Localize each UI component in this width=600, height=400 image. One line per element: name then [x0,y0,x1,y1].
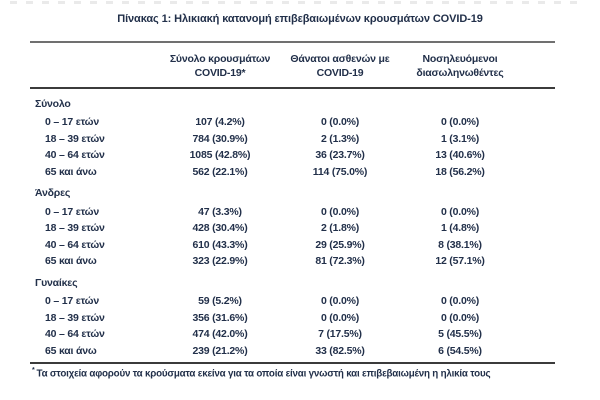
deaths-cell: 2 (1.3%) [320,132,360,145]
cases-cell: 428 (30.4%) [192,222,248,235]
cases-cell: 356 (31.6%) [192,311,248,324]
table-row: 40 – 64 ετών 474 (42.0%) 7 (17.5%) 5 (45… [30,326,555,343]
table-bottom-rule [30,362,555,365]
row-label: 18 – 39 ετών [45,311,105,324]
section-header-men: Άνδρες [30,180,555,203]
table-row: 18 – 39 ετών 784 (30.9%) 2 (1.3%) 1 (3.1… [30,131,555,148]
intubated-cell: 0 (0.0%) [440,205,480,218]
cases-cell: 59 (5.2%) [198,295,242,308]
section-header-total: Σύνολο [30,91,555,114]
footnote-text: Τα στοιχεία αφορούν τα κρούσματα εκείνα … [36,368,491,380]
table-top-rule [30,41,555,43]
row-label: 0 – 17 ετών [45,295,99,308]
row-label: 0 – 17 ετών [45,116,99,129]
section-header-women: Γυναίκες [30,270,555,293]
row-label: 40 – 64 ετών [45,238,105,251]
table-title: Πίνακας 1: Ηλικιακή κατανομή επιβεβαιωμέ… [117,13,483,25]
intubated-cell: 0 (0.0%) [440,311,480,324]
cropped-text-remnant [10,1,585,4]
intubated-cell: 8 (38.1%) [438,238,482,251]
section-label: Γυναίκες [35,276,78,289]
intubated-cell: 1 (4.8%) [440,222,480,235]
intubated-cell: 12 (57.1%) [435,255,485,268]
footnote-asterisk: * [32,367,35,375]
deaths-cell: 0 (0.0%) [320,116,360,129]
cases-cell: 562 (22.1%) [192,166,248,179]
table-row: 0 – 17 ετών 107 (4.2%) 0 (0.0%) 0 (0.0%) [30,114,555,131]
header-bottom-rule [30,87,555,89]
section-label: Άνδρες [35,187,71,200]
row-label: 18 – 39 ετών [45,132,105,145]
table-row: 0 – 17 ετών 59 (5.2%) 0 (0.0%) 0 (0.0%) [30,293,555,310]
table-header-row: Σύνολο κρουσμάτων COVID-19* Θάνατοι ασθε… [30,43,555,87]
intubated-cell: 18 (56.2%) [435,166,485,179]
intubated-cell: 0 (0.0%) [440,295,480,308]
row-label: 65 και άνω [45,166,97,179]
deaths-cell: 0 (0.0%) [320,205,360,218]
intubated-cell: 5 (45.5%) [438,328,482,341]
deaths-cell: 114 (75.0%) [312,166,368,179]
deaths-cell: 36 (23.7%) [315,149,365,162]
intubated-cell: 1 (3.1%) [440,132,480,145]
table-footnote: * Τα στοιχεία αφορούν τα κρούσματα εκείνα… [30,367,555,379]
table-row: 65 και άνω 239 (21.2%) 33 (82.5%) 6 (54.… [30,343,555,360]
deaths-cell: 81 (72.3%) [315,255,365,268]
row-label: 0 – 17 ετών [45,205,99,218]
row-label: 18 – 39 ετών [45,222,105,235]
section-label: Σύνολο [35,98,71,110]
intubated-cell: 0 (0.0%) [440,116,480,129]
cases-cell: 239 (21.2%) [192,344,248,357]
cases-cell: 1085 (42.8%) [189,149,251,162]
deaths-cell: 2 (1.8%) [320,222,360,235]
cases-cell: 784 (30.9%) [192,132,248,145]
header-deaths: Θάνατοι ασθενών με COVID-19 [290,53,390,79]
header-total-cases: Σύνολο κρουσμάτων COVID-19* [169,53,271,79]
row-label: 40 – 64 ετών [45,149,105,162]
deaths-cell: 29 (25.9%) [315,238,365,251]
cases-cell: 610 (43.3%) [192,238,248,251]
table-body: Σύνολο 0 – 17 ετών 107 (4.2%) 0 (0.0%) 0… [30,89,555,362]
intubated-cell: 13 (40.6%) [435,149,485,162]
table-row: 40 – 64 ετών 1085 (42.8%) 36 (23.7%) 13 … [30,147,555,164]
deaths-cell: 33 (82.5%) [315,344,365,357]
cases-cell: 107 (4.2%) [195,116,245,129]
table-row: 65 και άνω 323 (22.9%) 81 (72.3%) 12 (57… [30,253,555,270]
row-label: 40 – 64 ετών [45,328,105,341]
row-label: 65 και άνω [45,255,97,268]
table-row: 18 – 39 ετών 428 (30.4%) 2 (1.8%) 1 (4.8… [30,220,555,237]
cases-cell: 47 (3.3%) [198,205,242,218]
deaths-cell: 0 (0.0%) [320,311,360,324]
intubated-cell: 6 (54.5%) [438,344,482,357]
header-intubated: Νοσηλευόμενοι διασωληνωθέντες [416,53,504,79]
deaths-cell: 0 (0.0%) [320,295,360,308]
table-row: 0 – 17 ετών 47 (3.3%) 0 (0.0%) 0 (0.0%) [30,203,555,220]
row-label: 65 και άνω [45,344,97,357]
cases-cell: 323 (22.9%) [192,255,248,268]
covid-age-distribution-table: Σύνολο κρουσμάτων COVID-19* Θάνατοι ασθε… [30,41,555,379]
cases-cell: 474 (42.0%) [192,328,248,341]
table-row: 40 – 64 ετών 610 (43.3%) 29 (25.9%) 8 (3… [30,237,555,254]
deaths-cell: 7 (17.5%) [318,328,362,341]
table-row: 65 και άνω 562 (22.1%) 114 (75.0%) 18 (5… [30,164,555,181]
table-row: 18 – 39 ετών 356 (31.6%) 0 (0.0%) 0 (0.0… [30,309,555,326]
